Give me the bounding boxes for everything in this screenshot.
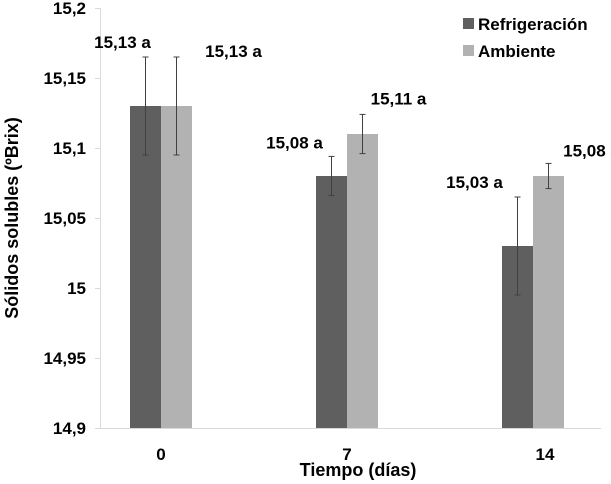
legend: Refrigeración Ambiente [463,15,588,61]
legend-swatch [463,18,474,29]
legend-label: Refrigeración [478,15,588,34]
x-tick-label: 7 [342,445,351,464]
x-axis-title: Tiempo (días) [300,460,417,480]
y-tick-label: 14,9 [53,419,86,438]
y-axis-title: Sólidos solubles (ºBrix) [2,117,22,319]
x-tick-label: 14 [536,445,555,464]
data-label: 15,11 a [371,89,427,108]
y-tick-label: 15,15 [43,69,86,88]
bar-ambiente-14 [533,176,564,428]
data-label: 15,08 a [563,141,611,160]
y-tick-label: 15 [67,279,86,298]
y-tick-label: 15,05 [43,209,86,228]
data-label: 15,03 a [446,173,503,192]
data-label: 15,13 a [94,33,151,52]
data-label: 15,13 a [205,42,262,61]
bar-refrigeracion-0 [130,106,161,428]
legend-swatch [463,45,474,56]
x-tick-label: 0 [156,445,165,464]
bar-refrigeracion-7 [316,176,347,428]
y-tick-label: 15,2 [53,0,86,18]
y-tick-label: 14,95 [43,349,86,368]
legend-label: Ambiente [478,42,555,61]
y-tick-label: 15,1 [53,139,86,158]
bar-ambiente-0 [161,106,192,428]
data-label: 15,08 a [266,133,323,152]
bar-ambiente-7 [347,134,378,428]
